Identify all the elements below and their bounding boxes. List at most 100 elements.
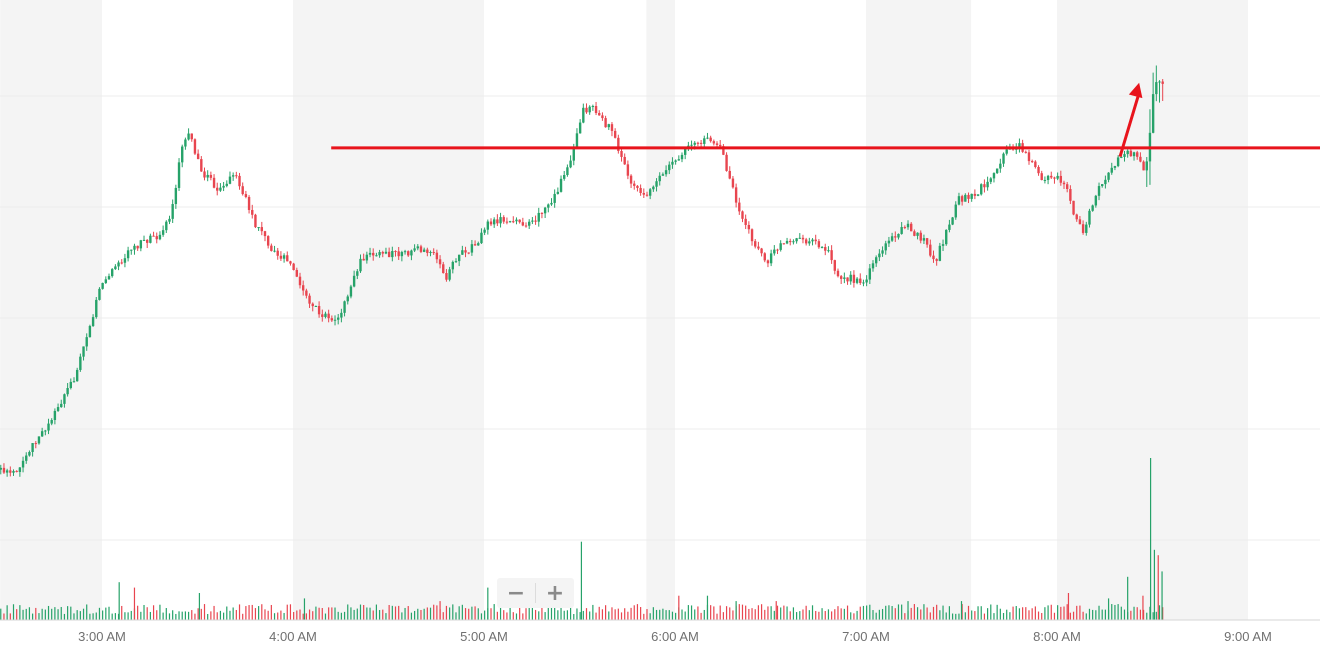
volume-spike [1107, 598, 1110, 620]
candle-body [658, 175, 661, 182]
candle-body [766, 260, 770, 264]
volume-bar [846, 605, 849, 620]
candle [709, 135, 712, 143]
candle-body [222, 185, 225, 188]
volume-bar [76, 610, 78, 620]
candle [413, 244, 416, 253]
candle [817, 239, 821, 249]
volume-bar [1031, 608, 1033, 620]
volume-bar [951, 613, 954, 620]
candle-body [1155, 82, 1158, 95]
volume-spike [775, 601, 777, 620]
volume-bar [754, 609, 756, 620]
volume-bar [493, 604, 495, 620]
candle [868, 263, 872, 284]
candle [588, 105, 591, 115]
candle-body [741, 211, 744, 219]
candle [95, 297, 98, 319]
zoom-in-button[interactable]: + [545, 580, 565, 606]
volume-spike [1127, 576, 1129, 620]
candle [53, 408, 57, 425]
candle-body [518, 219, 521, 223]
candle-body [1136, 152, 1139, 157]
volume-bar [859, 606, 861, 620]
candle [276, 247, 279, 260]
volume-bar [522, 613, 524, 620]
volume-bar [796, 612, 798, 620]
candle [238, 172, 241, 190]
candle-body [60, 403, 63, 408]
candle-body [801, 237, 805, 240]
candle-body [63, 394, 66, 404]
volume-bar [869, 604, 871, 620]
volume-bar [974, 611, 976, 620]
volume-bar [318, 607, 320, 620]
volume-bar [219, 610, 222, 620]
volume-bar [993, 613, 995, 620]
volume-bar [350, 607, 352, 620]
candle-body [492, 219, 496, 225]
candle-body [983, 184, 986, 188]
volume-spike [133, 587, 136, 620]
volume-bar [398, 605, 400, 620]
candle-body [868, 268, 872, 280]
candle-body [44, 430, 47, 432]
volume-bar [614, 609, 616, 620]
volume-bar [264, 609, 266, 620]
candle-body [722, 146, 725, 155]
volume-bar [293, 612, 295, 620]
candle [668, 161, 671, 175]
volume-bar [296, 610, 298, 620]
candle [674, 159, 677, 165]
candle-body [1126, 150, 1129, 155]
candle-body [187, 133, 190, 140]
candle [706, 132, 709, 140]
volume-bar [152, 605, 155, 620]
candle-body [655, 181, 658, 187]
volume-bar [1037, 611, 1040, 620]
candle-body [995, 168, 999, 174]
candle [633, 180, 636, 190]
candle [40, 427, 44, 437]
volume-bar [146, 607, 148, 620]
candle-body [114, 266, 117, 270]
candle [1078, 216, 1082, 225]
candle-body [1142, 161, 1145, 171]
volume-bar [235, 609, 237, 620]
volume-bar [356, 608, 358, 620]
volume-bar [589, 611, 591, 620]
candle-body [231, 175, 235, 177]
volume-bar [1015, 606, 1017, 620]
volume-bar [1063, 606, 1065, 620]
candle [1059, 170, 1063, 186]
volume-bar [194, 613, 196, 620]
candle [763, 252, 766, 263]
volume-bar [1034, 606, 1036, 620]
candle-body [394, 251, 397, 253]
candle [980, 183, 983, 196]
candle-body [849, 274, 852, 282]
candle-body [731, 178, 735, 188]
candle-body [301, 285, 305, 291]
candle-body [155, 236, 158, 240]
candle [1107, 172, 1110, 183]
candle-body [241, 186, 244, 195]
candle [731, 176, 735, 189]
volume-spike [907, 601, 909, 620]
candle [438, 255, 442, 269]
candle [416, 244, 419, 251]
volume-bar [579, 612, 581, 620]
candle-body [397, 251, 400, 257]
candle-body [1113, 166, 1117, 168]
candle [836, 268, 840, 278]
volume-bar [1044, 607, 1046, 620]
volume-bar [1053, 612, 1056, 620]
zoom-out-button[interactable]: − [506, 580, 526, 606]
candle-body [378, 252, 381, 256]
volume-bar [95, 612, 97, 620]
candle [454, 258, 458, 264]
candle-body [292, 263, 295, 270]
candle [400, 250, 404, 262]
candle-body [779, 243, 782, 250]
